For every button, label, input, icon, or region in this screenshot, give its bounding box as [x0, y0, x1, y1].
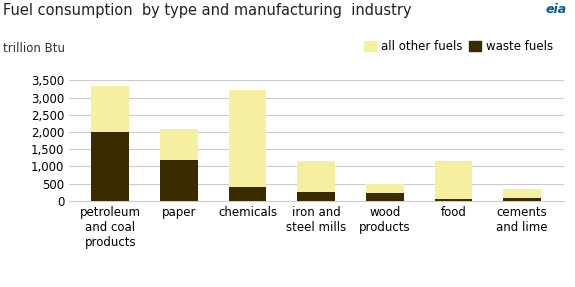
Text: eia: eia [545, 3, 566, 16]
Bar [229, 90, 266, 187]
Text: trillion Btu: trillion Btu [3, 42, 65, 55]
Bar [503, 189, 541, 198]
Bar [297, 161, 335, 192]
Bar [160, 129, 198, 160]
Bar [297, 192, 335, 201]
Bar [229, 187, 266, 201]
Bar [435, 199, 473, 201]
Legend: all other fuels, waste fuels: all other fuels, waste fuels [359, 36, 558, 58]
Text: Fuel consumption  by type and manufacturing  industry: Fuel consumption by type and manufacturi… [3, 3, 412, 18]
Bar [435, 162, 473, 199]
Bar [91, 86, 129, 132]
Bar [366, 184, 404, 193]
Bar [91, 132, 129, 201]
Bar [160, 160, 198, 201]
Bar [366, 193, 404, 201]
Bar [503, 198, 541, 201]
